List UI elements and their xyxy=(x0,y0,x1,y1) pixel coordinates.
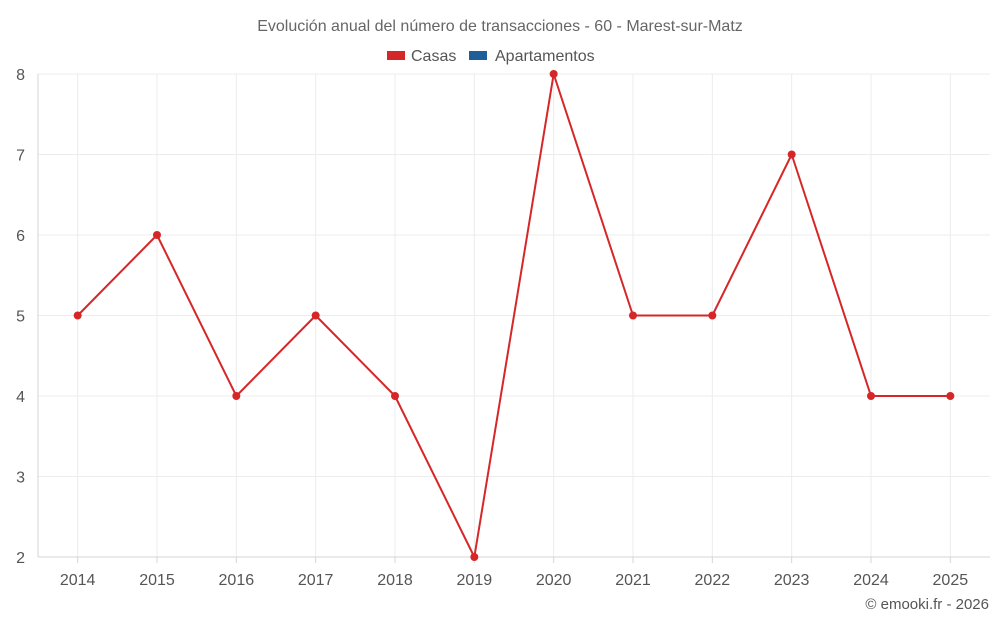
x-tick-label: 2021 xyxy=(615,572,651,589)
x-tick-label: 2025 xyxy=(933,572,969,589)
credit-text: © emooki.fr - 2026 xyxy=(865,596,989,613)
x-tick-label: 2015 xyxy=(139,572,175,589)
legend-label-casas[interactable]: Casas xyxy=(411,48,456,65)
chart-title: Evolución anual del número de transaccio… xyxy=(257,18,743,35)
y-tick-label: 6 xyxy=(16,228,25,245)
grid xyxy=(38,73,990,558)
data-point-2017[interactable] xyxy=(311,311,320,320)
y-tick-label: 3 xyxy=(16,470,25,487)
y-tick-label: 7 xyxy=(16,148,25,165)
data-point-2022[interactable] xyxy=(708,311,717,320)
data-point-2023[interactable] xyxy=(787,150,796,159)
x-tick-label: 2022 xyxy=(695,572,731,589)
x-tick-label: 2018 xyxy=(377,572,413,589)
data-point-2014[interactable] xyxy=(73,311,82,320)
legend-swatch-apartamentos xyxy=(469,51,487,60)
x-tick-labels: 2014 2015 2016 2017 2018 2019 2020 2021 2022 2023… xyxy=(60,572,968,589)
data-point-2015[interactable] xyxy=(153,231,161,239)
y-tick-labels: 2 3 4 5 6 7 8 xyxy=(16,67,25,567)
y-tick-label: 4 xyxy=(16,389,25,406)
x-tick-label: 2024 xyxy=(853,572,889,589)
legend-swatch-casas xyxy=(387,51,405,60)
y-tick-label: 5 xyxy=(16,309,25,326)
data-point-2025[interactable] xyxy=(946,392,955,400)
x-tick-label: 2014 xyxy=(60,572,96,589)
y-tick-label: 2 xyxy=(16,550,25,567)
data-point-2020[interactable] xyxy=(549,70,558,78)
legend: Casas Apartamentos xyxy=(387,48,595,65)
x-tick-label: 2016 xyxy=(219,572,255,589)
data-point-2019[interactable] xyxy=(470,553,479,561)
data-point-2018[interactable] xyxy=(391,392,399,400)
x-tick-label: 2023 xyxy=(774,572,810,589)
x-tick-label: 2017 xyxy=(298,572,334,589)
series-casas xyxy=(73,70,955,561)
y-tick-label: 8 xyxy=(16,67,25,84)
x-tick-label: 2019 xyxy=(457,572,493,589)
legend-label-apartamentos[interactable]: Apartamentos xyxy=(495,48,595,65)
series-line-casas xyxy=(76,73,951,558)
data-point-2021[interactable] xyxy=(629,311,637,320)
data-point-2024[interactable] xyxy=(867,392,875,400)
data-point-2016[interactable] xyxy=(232,392,241,400)
x-tick-label: 2020 xyxy=(536,572,572,589)
